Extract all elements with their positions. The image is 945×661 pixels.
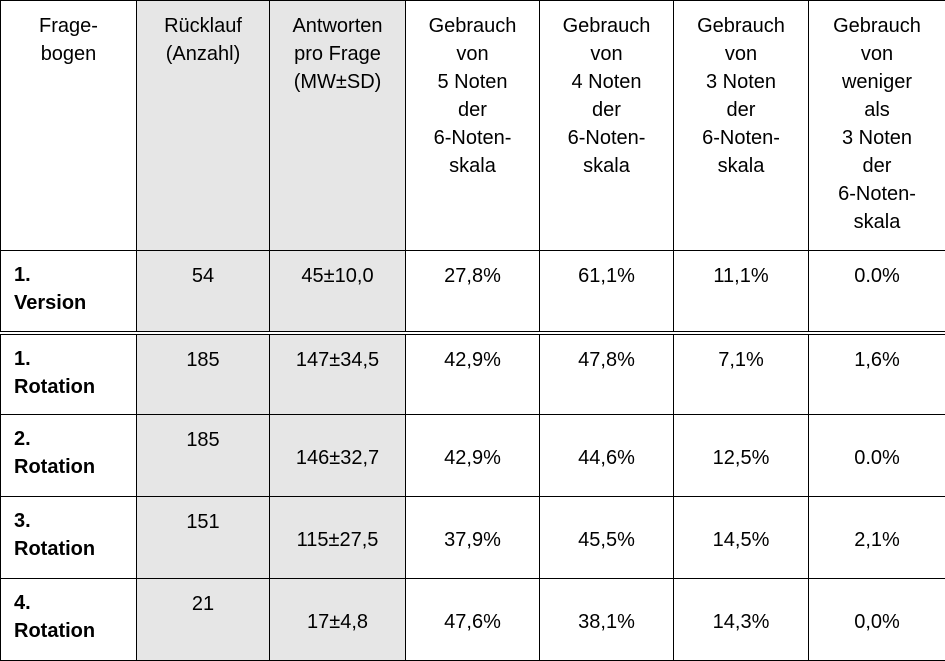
noten5-cell: 37,9% [406, 497, 540, 579]
noten3-cell: 12,5% [674, 415, 809, 497]
table-row: 2. Rotation 185 146±32,7 42,9% 44,6% 12,… [1, 415, 945, 497]
noten-less-cell: 1,6% [809, 333, 945, 415]
header-3-noten: Gebrauch von 3 Noten der 6-Noten- skala [674, 1, 809, 251]
noten-less-cell: 2,1% [809, 497, 945, 579]
noten3-cell: 7,1% [674, 333, 809, 415]
noten4-cell: 45,5% [540, 497, 674, 579]
ruecklauf-cell: 54 [137, 251, 270, 333]
header-4-noten: Gebrauch von 4 Noten der 6-Noten- skala [540, 1, 674, 251]
noten5-cell: 27,8% [406, 251, 540, 333]
noten-less-cell: 0.0% [809, 415, 945, 497]
row-label: 3. Rotation [1, 497, 137, 579]
ruecklauf-cell: 151 [137, 497, 270, 579]
noten4-cell: 38,1% [540, 579, 674, 661]
ruecklauf-cell: 185 [137, 415, 270, 497]
header-antworten: Antworten pro Frage (MW±SD) [270, 1, 406, 251]
header-weniger-als-3-noten: Gebrauch von weniger als 3 Noten der 6-N… [809, 1, 945, 251]
antworten-cell: 17±4,8 [270, 579, 406, 661]
ruecklauf-cell: 185 [137, 333, 270, 415]
noten3-cell: 14,3% [674, 579, 809, 661]
row-label: 1. Rotation [1, 333, 137, 415]
noten5-cell: 42,9% [406, 333, 540, 415]
noten4-cell: 44,6% [540, 415, 674, 497]
noten-less-cell: 0,0% [809, 579, 945, 661]
antworten-cell: 147±34,5 [270, 333, 406, 415]
antworten-cell: 45±10,0 [270, 251, 406, 333]
antworten-cell: 146±32,7 [270, 415, 406, 497]
ruecklauf-cell: 21 [137, 579, 270, 661]
table-row: 1. Rotation 185 147±34,5 42,9% 47,8% 7,1… [1, 333, 945, 415]
noten5-cell: 42,9% [406, 415, 540, 497]
row-label: 2. Rotation [1, 415, 137, 497]
header-5-noten: Gebrauch von 5 Noten der 6-Noten- skala [406, 1, 540, 251]
table-row: 3. Rotation 151 115±27,5 37,9% 45,5% 14,… [1, 497, 945, 579]
table-row: 1. Version 54 45±10,0 27,8% 61,1% 11,1% … [1, 251, 945, 333]
noten3-cell: 14,5% [674, 497, 809, 579]
table-row: 4. Rotation 21 17±4,8 47,6% 38,1% 14,3% … [1, 579, 945, 661]
row-label: 1. Version [1, 251, 137, 333]
noten3-cell: 11,1% [674, 251, 809, 333]
noten4-cell: 47,8% [540, 333, 674, 415]
header-fragebogen: Frage- bogen [1, 1, 137, 251]
header-row: Frage- bogen Rücklauf (Anzahl) Antworten… [1, 1, 945, 251]
antworten-cell: 115±27,5 [270, 497, 406, 579]
noten-less-cell: 0.0% [809, 251, 945, 333]
header-ruecklauf: Rücklauf (Anzahl) [137, 1, 270, 251]
noten5-cell: 47,6% [406, 579, 540, 661]
noten4-cell: 61,1% [540, 251, 674, 333]
row-label: 4. Rotation [1, 579, 137, 661]
